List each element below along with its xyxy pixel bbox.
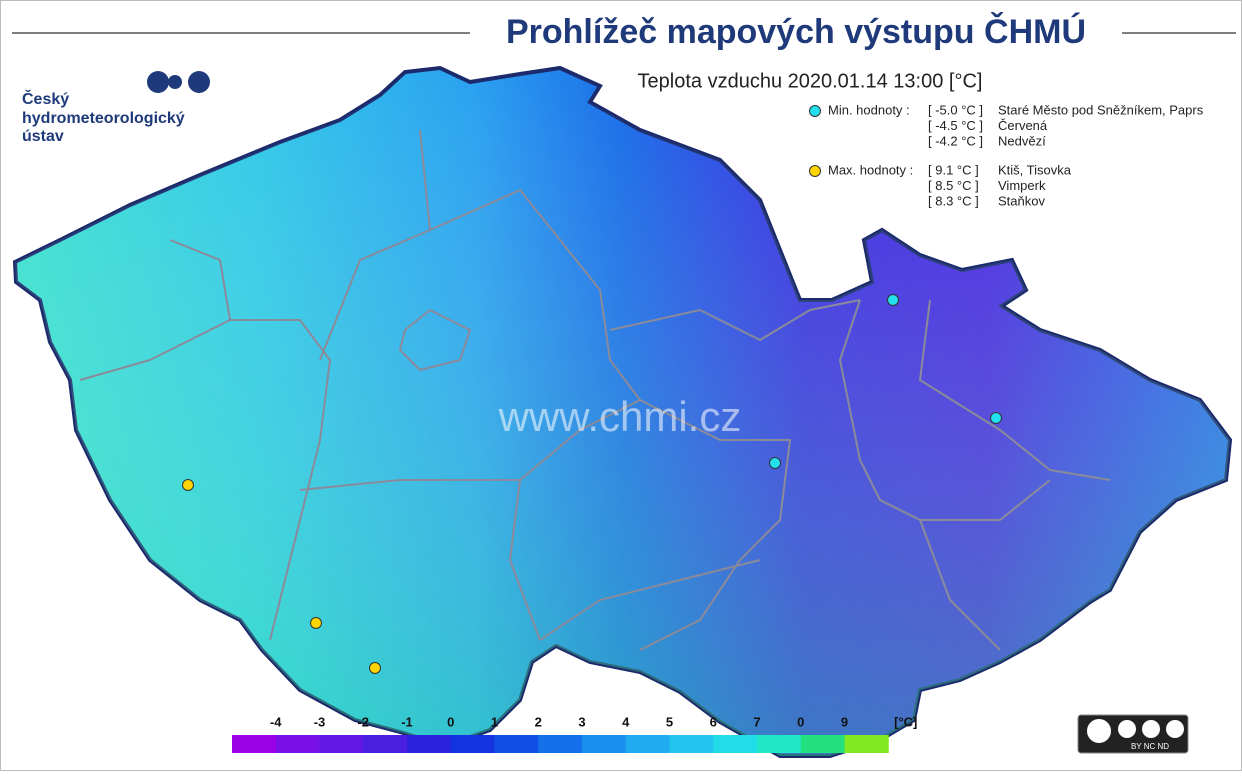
- header-title: Prohlížeč mapových výstupu ČHMÚ: [506, 12, 1086, 51]
- min-place: Červená: [998, 118, 1048, 133]
- max-marker: [182, 479, 194, 491]
- logo: Český hydrometeorologický ústav: [22, 71, 210, 145]
- min-place: Nedvězí: [998, 133, 1046, 148]
- scale-label: 3: [578, 714, 585, 729]
- badge-icon: [1142, 720, 1160, 738]
- scale-swatch: [363, 735, 408, 753]
- max-value: [ 9.1 °C ]: [928, 162, 979, 177]
- scale-swatch: [800, 735, 845, 753]
- map: www.chmi.cz: [12, 65, 1233, 758]
- logo-dot: [147, 71, 169, 93]
- logo-text: hydrometeorologický: [22, 110, 185, 127]
- scale-swatch: [407, 735, 452, 753]
- badge-icon: [1166, 720, 1184, 738]
- watermark: www.chmi.cz: [498, 393, 742, 440]
- scale-label: 0: [447, 714, 454, 729]
- max-marker: [310, 617, 322, 629]
- scale-swatch: [275, 735, 320, 753]
- min-place: Staré Město pod Sněžníkem, Paprs: [998, 102, 1204, 117]
- scale-swatch: [625, 735, 670, 753]
- scale-label: 5: [666, 714, 673, 729]
- max-legend-marker: [809, 165, 821, 177]
- max-label: Max. hodnoty :: [828, 162, 913, 177]
- scale-swatch: [494, 735, 539, 753]
- color-scale: -4 -3 -2 -1 0 1 2 3 4 5 6 7 0 9 [°C]: [232, 714, 917, 753]
- max-marker: [369, 662, 381, 674]
- scale-swatch: [582, 735, 627, 753]
- scale-label: 7: [753, 714, 760, 729]
- badge-text: BY NC ND: [1131, 742, 1169, 751]
- scale-swatch: [669, 735, 714, 753]
- scale-label: 9: [841, 714, 848, 729]
- scale-label: -3: [314, 714, 326, 729]
- min-label: Min. hodnoty :: [828, 102, 910, 117]
- scale-label: 4: [622, 714, 630, 729]
- min-value: [ -5.0 °C ]: [928, 102, 983, 117]
- scale-swatch: [232, 735, 277, 753]
- scale-unit: [°C]: [894, 714, 917, 729]
- scale-label: 1: [491, 714, 498, 729]
- logo-dot: [168, 75, 182, 89]
- scale-swatch: [757, 735, 802, 753]
- min-marker: [887, 294, 899, 306]
- max-place: Staňkov: [998, 193, 1045, 208]
- max-value: [ 8.3 °C ]: [928, 193, 979, 208]
- license-badge: BY NC ND: [1077, 714, 1189, 754]
- logo-text: Český: [22, 89, 69, 108]
- min-marker: [990, 412, 1002, 424]
- badge-icon: [1085, 717, 1113, 745]
- min-value: [ -4.2 °C ]: [928, 133, 983, 148]
- region-borders: [79, 129, 1111, 651]
- scale-label: -1: [401, 714, 413, 729]
- map-title: Teplota vzduchu 2020.01.14 13:00 [°C]: [638, 70, 983, 92]
- min-legend-marker: [809, 105, 821, 117]
- scale-label: 6: [710, 714, 717, 729]
- scale-swatch: [450, 735, 495, 753]
- logo-dot: [188, 71, 210, 93]
- max-place: Vimperk: [998, 178, 1046, 193]
- scale-label: -2: [357, 714, 369, 729]
- logo-text: ústav: [22, 128, 64, 145]
- scale-label: 2: [535, 714, 542, 729]
- scale-swatch: [844, 735, 889, 753]
- max-value: [ 8.5 °C ]: [928, 178, 979, 193]
- badge-icon: [1118, 720, 1136, 738]
- terrain-shade: [15, 68, 1230, 756]
- extremes-legend: Min. hodnoty : [ -5.0 °C ] Staré Město pod…: [809, 102, 1204, 208]
- scale-swatch: [319, 735, 364, 753]
- min-value: [ -4.5 °C ]: [928, 118, 983, 133]
- scale-swatch: [538, 735, 583, 753]
- scale-swatch: [713, 735, 758, 753]
- markers: [182, 294, 1002, 674]
- min-marker: [769, 457, 781, 469]
- scale-label: 0: [797, 714, 804, 729]
- max-place: Ktiš, Tisovka: [998, 162, 1072, 177]
- scale-label: -4: [270, 714, 282, 729]
